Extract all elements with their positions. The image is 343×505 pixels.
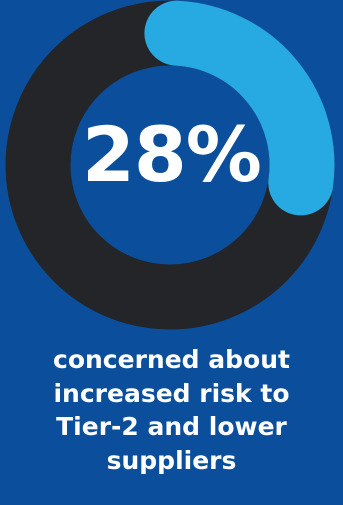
percent-value: 28% (82, 110, 262, 199)
caption-text: concerned about increased risk to Tier-2… (53, 345, 290, 475)
donut-highlight-arc (144, 0, 335, 216)
